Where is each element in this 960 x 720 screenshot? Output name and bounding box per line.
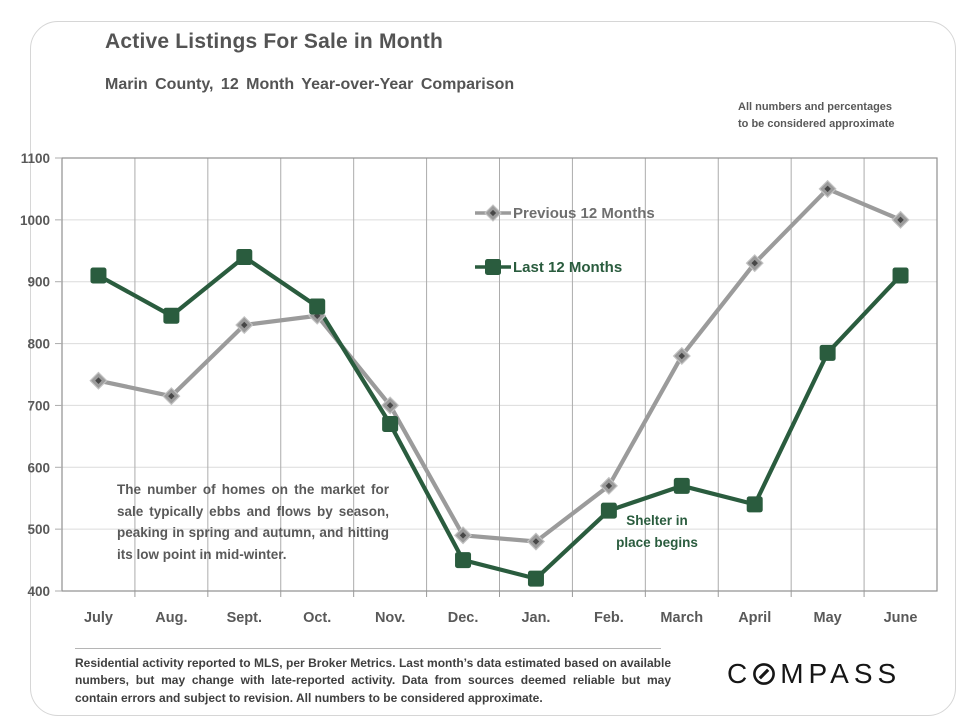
svg-text:1100: 1100	[21, 151, 50, 166]
legend-label-last: Last 12 Months	[513, 258, 623, 276]
chart-title: Active Listings For Sale in Month	[105, 30, 443, 53]
logo-letter-c: C	[727, 658, 753, 689]
svg-text:1000: 1000	[20, 213, 50, 228]
svg-text:700: 700	[27, 398, 50, 413]
svg-text:Aug.: Aug.	[155, 610, 187, 626]
svg-text:Feb.: Feb.	[594, 610, 624, 626]
footer-divider	[75, 648, 661, 649]
svg-text:900: 900	[27, 275, 50, 290]
logo-letters-mpass: MPASS	[780, 658, 902, 689]
disclaimer-text: Residential activity reported to MLS, pe…	[75, 656, 671, 705]
svg-text:April: April	[738, 610, 771, 626]
svg-text:Dec.: Dec.	[448, 610, 479, 626]
seasonality-annotation: The number of homes on the market for sa…	[117, 482, 389, 562]
svg-text:March: March	[660, 610, 703, 626]
svg-text:Nov.: Nov.	[375, 610, 405, 626]
chart-subtitle: Marin County, 12 Month Year-over-Year Co…	[105, 76, 515, 93]
legend-label-previous: Previous 12 Months	[513, 204, 655, 222]
svg-text:Oct.: Oct.	[303, 610, 331, 626]
legend-item-previous-12-months: Previous 12 Months	[474, 203, 655, 223]
svg-text:500: 500	[27, 522, 50, 537]
approximate-note-line1: All numbers and percentages	[738, 101, 893, 113]
svg-text:800: 800	[27, 337, 50, 352]
svg-text:May: May	[814, 610, 842, 626]
approximate-note-line2: to be considered approximate	[738, 118, 895, 131]
previous-series-marker-icon	[475, 204, 511, 222]
shelter-annotation-line2: place begins	[616, 535, 698, 551]
svg-text:Sept.: Sept.	[227, 610, 262, 626]
svg-text:June: June	[884, 610, 918, 626]
compass-logo: C MPASS	[727, 656, 901, 692]
approximate-note: All numbers and percentages to be consid…	[738, 99, 894, 133]
svg-text:Jan.: Jan.	[521, 610, 550, 626]
compass-o-slash-icon	[753, 663, 776, 685]
legend-item-last-12-months: Last 12 Months	[474, 256, 622, 278]
shelter-in-place-annotation: Shelter in place begins	[588, 510, 726, 555]
svg-text:600: 600	[27, 460, 50, 475]
last-series-marker-icon	[475, 259, 511, 275]
svg-text:400: 400	[27, 584, 50, 599]
shelter-annotation-line1: Shelter in	[626, 513, 688, 528]
svg-text:July: July	[84, 610, 113, 626]
